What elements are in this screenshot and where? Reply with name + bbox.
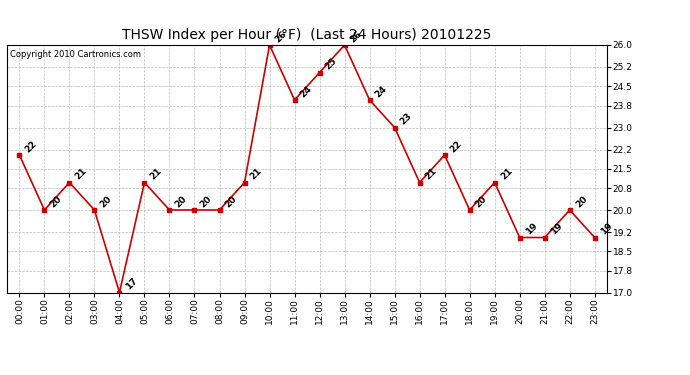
Text: 21: 21 [248,166,264,182]
Text: 21: 21 [424,166,439,182]
Text: 21: 21 [148,166,164,182]
Text: 17: 17 [124,276,139,292]
Title: THSW Index per Hour (°F)  (Last 24 Hours) 20101225: THSW Index per Hour (°F) (Last 24 Hours)… [122,28,492,42]
Text: 19: 19 [524,221,539,237]
Text: 20: 20 [474,194,489,209]
Text: 24: 24 [299,84,314,99]
Text: 26: 26 [348,29,364,44]
Text: 20: 20 [48,194,63,209]
Text: 25: 25 [324,57,339,72]
Text: 19: 19 [549,221,564,237]
Text: 21: 21 [74,166,89,182]
Text: 21: 21 [499,166,514,182]
Text: 20: 20 [224,194,239,209]
Text: 20: 20 [174,194,189,209]
Text: 22: 22 [448,139,464,154]
Text: 20: 20 [574,194,589,209]
Text: 26: 26 [274,29,289,44]
Text: Copyright 2010 Cartronics.com: Copyright 2010 Cartronics.com [10,50,141,59]
Text: 24: 24 [374,84,389,99]
Text: 20: 20 [99,194,114,209]
Text: 23: 23 [399,111,414,127]
Text: 22: 22 [23,139,39,154]
Text: 19: 19 [599,221,614,237]
Text: 20: 20 [199,194,214,209]
